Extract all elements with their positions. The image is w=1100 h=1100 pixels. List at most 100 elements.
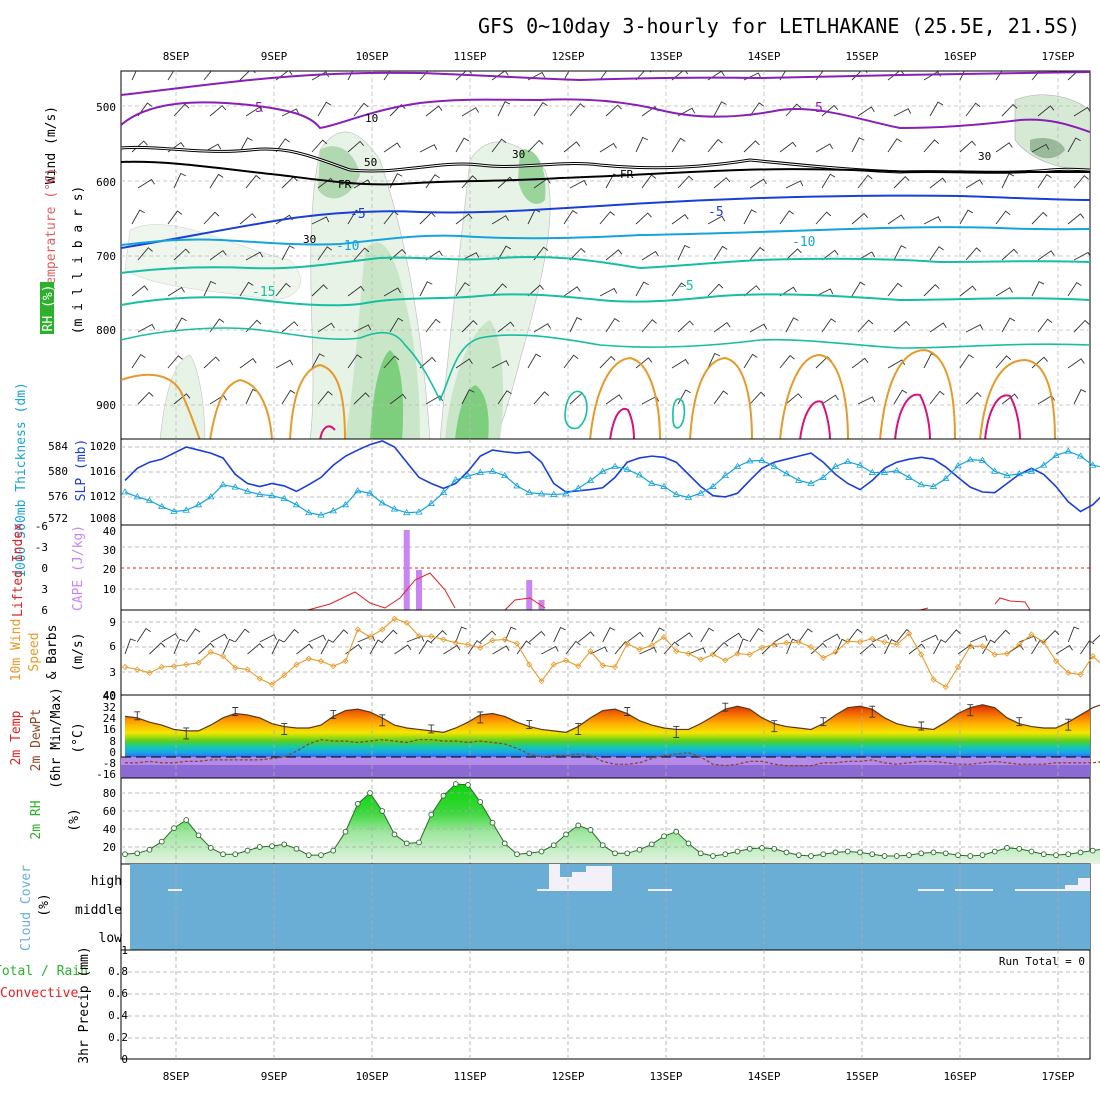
li-tick: 6 bbox=[41, 604, 48, 617]
wind-barb bbox=[347, 285, 365, 297]
slp-tick: 1016 bbox=[90, 465, 117, 478]
thickness-point bbox=[648, 479, 656, 486]
wind-barb bbox=[785, 248, 802, 261]
rh-point bbox=[514, 851, 520, 858]
wind-speed-point bbox=[195, 659, 202, 666]
wind-barb bbox=[492, 645, 510, 655]
rh-point bbox=[477, 799, 484, 805]
slp-tick: 1012 bbox=[90, 490, 117, 503]
thickness-point bbox=[1064, 447, 1072, 454]
wind-barb bbox=[779, 286, 797, 297]
thickness-point bbox=[966, 455, 974, 463]
rh-point bbox=[465, 782, 471, 788]
wind-tick: 9 bbox=[109, 616, 116, 629]
wind-barb bbox=[893, 245, 907, 261]
wind-barb bbox=[203, 211, 220, 225]
wind-barb bbox=[749, 102, 765, 117]
rh-point bbox=[746, 845, 753, 852]
wind-barb bbox=[590, 646, 608, 655]
wind-barb bbox=[137, 178, 155, 189]
wind-barb bbox=[749, 323, 768, 333]
wind-barb bbox=[247, 643, 264, 655]
wind-speed-point bbox=[685, 650, 692, 657]
rh-point bbox=[857, 849, 863, 856]
cape-tick: 10 bbox=[103, 583, 116, 596]
date-label: 14SEP bbox=[747, 50, 780, 63]
wind-barb bbox=[743, 209, 757, 225]
li-line bbox=[307, 572, 1031, 611]
wind-barb bbox=[167, 210, 183, 225]
wind-barb bbox=[389, 104, 406, 117]
wind-barb bbox=[626, 631, 644, 643]
wind-barb bbox=[599, 355, 616, 369]
wind-speed-point bbox=[820, 654, 827, 661]
thickness-point bbox=[721, 471, 729, 478]
thickness-point bbox=[868, 468, 876, 475]
date-label: 12SEP bbox=[551, 1070, 584, 1083]
precip-panel: Run Total = 0 1 0.8 0.6 0.4 0.2 0 Total … bbox=[0, 944, 1091, 1066]
wind-barb bbox=[383, 287, 402, 297]
wind-barb bbox=[281, 108, 300, 117]
cold-band bbox=[121, 765, 1090, 778]
wind-barb bbox=[353, 102, 369, 117]
rh-point bbox=[122, 851, 128, 858]
thickness-point bbox=[746, 457, 754, 464]
cloud-gap bbox=[918, 889, 944, 891]
wind-barb bbox=[131, 353, 146, 369]
thickness-point bbox=[672, 490, 680, 497]
wind-speed-point bbox=[134, 666, 141, 673]
wind-speed-point bbox=[575, 663, 582, 670]
wind-speed-point bbox=[305, 655, 312, 662]
contour-label: -5 bbox=[350, 207, 366, 222]
wind-speed-point bbox=[342, 658, 349, 665]
contour-label: 5 bbox=[815, 101, 823, 116]
wind-barb bbox=[271, 639, 285, 655]
wind-barb bbox=[887, 359, 906, 369]
thickness-point bbox=[611, 462, 619, 469]
rh-point bbox=[771, 845, 778, 852]
date-label: 9SEP bbox=[261, 1070, 288, 1083]
rh-point bbox=[820, 851, 827, 858]
wind-barb bbox=[688, 647, 706, 655]
rh-point bbox=[342, 828, 349, 835]
wind-barb bbox=[884, 639, 897, 655]
rh-point bbox=[881, 853, 888, 859]
thickness-point bbox=[586, 476, 595, 483]
cloud-cover-panel: high middle low Cloud Cover (%) bbox=[19, 863, 1091, 951]
wind-speed-point bbox=[232, 664, 239, 671]
thickness-point bbox=[770, 462, 778, 469]
rh-point bbox=[734, 848, 741, 855]
wind-barb bbox=[173, 172, 187, 189]
wind-speed-point bbox=[856, 638, 864, 646]
wind-barb bbox=[353, 247, 370, 261]
wind-barb bbox=[317, 246, 333, 261]
wind-barb bbox=[533, 323, 551, 333]
wind-barb bbox=[430, 630, 447, 643]
wind-speed-point bbox=[881, 638, 888, 646]
wind-barb bbox=[419, 144, 438, 153]
wind-barb bbox=[1067, 137, 1081, 153]
rh-point bbox=[195, 832, 202, 839]
wind-speed-point bbox=[477, 644, 484, 651]
wind-barb bbox=[851, 137, 865, 153]
wind-barb bbox=[419, 356, 437, 369]
wind-barb bbox=[245, 319, 262, 333]
wind-barb bbox=[707, 215, 726, 225]
thickness-line bbox=[124, 450, 1100, 516]
temp-contour-m25 bbox=[121, 327, 1090, 402]
wind-speed-point bbox=[795, 638, 802, 646]
axis-label-rh-unit: (%) bbox=[67, 808, 82, 831]
wind-speed-point bbox=[317, 658, 325, 665]
wind-barb bbox=[497, 245, 512, 261]
wind-speed-point bbox=[330, 663, 337, 670]
wind-speed-point bbox=[281, 672, 288, 679]
wind-speed-point bbox=[918, 651, 925, 658]
wind-barb bbox=[821, 173, 836, 189]
cloud-gap bbox=[955, 889, 993, 891]
thickness-point bbox=[378, 499, 386, 506]
contour-label: 50 bbox=[364, 156, 377, 169]
date-label: 13SEP bbox=[649, 50, 682, 63]
minmax-bar bbox=[673, 726, 680, 738]
wind-speed-point bbox=[415, 633, 423, 640]
wind-barb bbox=[965, 179, 983, 189]
